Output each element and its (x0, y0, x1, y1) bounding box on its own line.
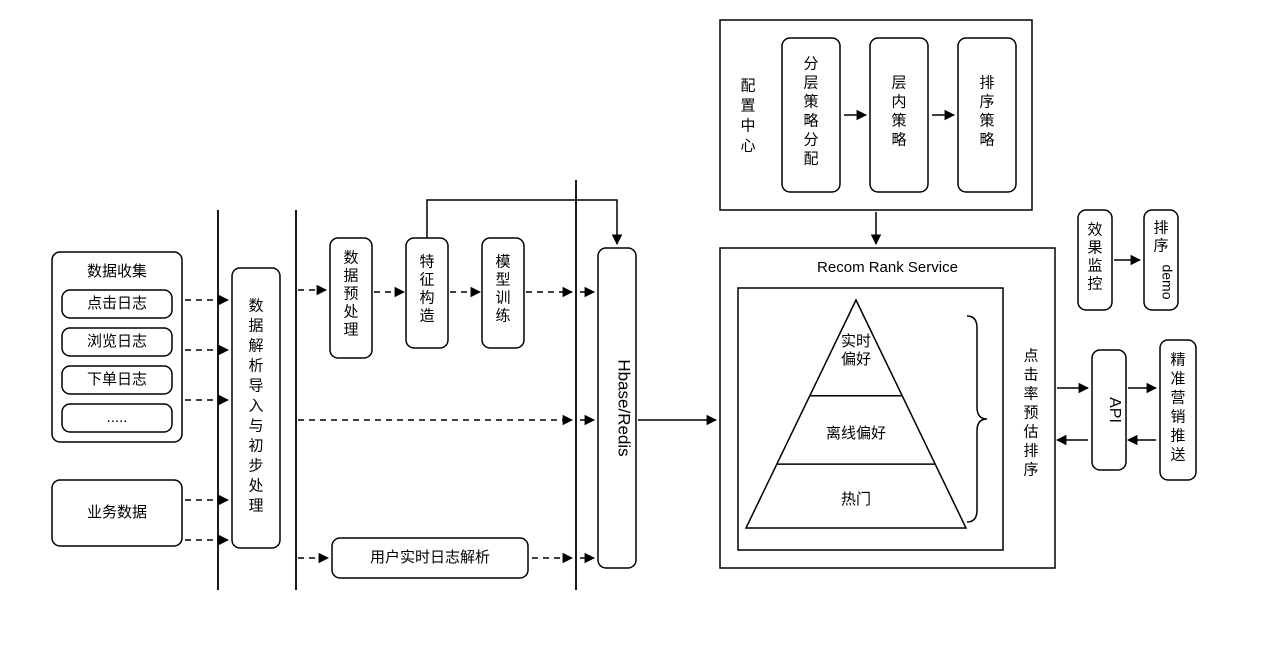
svg-text:征: 征 (419, 271, 434, 288)
svg-text:序: 序 (979, 93, 994, 110)
svg-text:效: 效 (1087, 221, 1102, 238)
svg-text:初: 初 (248, 437, 263, 454)
svg-text:demo: demo (1159, 264, 1175, 299)
svg-text:送: 送 (1170, 446, 1185, 463)
svg-text:内: 内 (891, 93, 906, 110)
svg-text:精: 精 (1170, 351, 1185, 368)
svg-text:预: 预 (1023, 404, 1038, 421)
svg-text:策: 策 (803, 93, 818, 110)
svg-text:率: 率 (1023, 385, 1038, 402)
svg-text:中: 中 (740, 117, 755, 134)
svg-text:练: 练 (495, 307, 510, 324)
svg-text:理: 理 (248, 497, 263, 514)
realtime-log-label: 用户实时日志解析 (370, 549, 490, 566)
preprocess-label: 数据预处理 (343, 249, 358, 338)
svg-text:处: 处 (248, 477, 263, 494)
data-collect-item-label: 浏览日志 (87, 333, 147, 350)
svg-text:略: 略 (803, 112, 818, 129)
svg-text:略: 略 (891, 131, 906, 148)
svg-text:准: 准 (1170, 370, 1185, 387)
model-train-label: 模型训练 (495, 253, 510, 324)
svg-text:配: 配 (740, 77, 755, 94)
svg-text:数: 数 (343, 249, 358, 266)
svg-text:造: 造 (419, 307, 434, 324)
pyramid-l0a: 实时 (841, 333, 871, 350)
business-data-label: 业务数据 (87, 504, 147, 521)
svg-text:据: 据 (248, 317, 263, 334)
svg-text:理: 理 (343, 321, 358, 338)
svg-text:层: 层 (891, 74, 906, 91)
rank-service-inner (738, 288, 1003, 550)
svg-text:控: 控 (1087, 275, 1102, 292)
data-collect-title: 数据收集 (87, 263, 147, 280)
svg-text:略: 略 (979, 131, 994, 148)
svg-text:序: 序 (1153, 237, 1168, 254)
svg-text:层: 层 (803, 74, 818, 91)
svg-text:心: 心 (740, 137, 755, 154)
rank-service-title: Recom Rank Service (817, 259, 958, 276)
svg-text:策: 策 (979, 112, 994, 129)
data-collect-item-label: ..... (107, 409, 128, 426)
data-collect-item-label: 下单日志 (87, 371, 147, 388)
svg-text:析: 析 (248, 357, 263, 374)
pyramid-l2: 热门 (841, 491, 871, 508)
svg-text:果: 果 (1087, 239, 1102, 256)
ctr-rank-label: 点击率预估排序 (1023, 347, 1038, 478)
pyramid-l1: 离线偏好 (826, 425, 886, 442)
svg-text:序: 序 (1023, 461, 1038, 478)
svg-text:分: 分 (803, 55, 818, 72)
svg-text:预: 预 (343, 285, 358, 302)
svg-text:入: 入 (248, 397, 263, 414)
svg-text:处: 处 (343, 303, 358, 320)
svg-text:步: 步 (248, 457, 263, 474)
monitor-label: 效果监控 (1087, 221, 1102, 292)
svg-text:监: 监 (1087, 257, 1102, 274)
svg-text:排: 排 (979, 74, 994, 91)
svg-text:置: 置 (740, 97, 755, 114)
data-collect-item-label: 点击日志 (87, 295, 147, 312)
parse-import-label: 数据解析导入与初步处理 (248, 297, 263, 514)
svg-text:特: 特 (419, 253, 434, 270)
api-label: API (1106, 397, 1123, 423)
svg-text:分: 分 (803, 131, 818, 148)
svg-text:构: 构 (419, 289, 434, 306)
svg-text:排: 排 (1153, 219, 1168, 236)
svg-text:模: 模 (495, 253, 510, 270)
svg-text:据: 据 (343, 267, 358, 284)
svg-text:与: 与 (248, 417, 263, 434)
svg-text:数: 数 (248, 297, 263, 314)
svg-text:解: 解 (248, 337, 263, 354)
svg-text:排: 排 (1023, 442, 1038, 459)
svg-text:推: 推 (1170, 427, 1185, 444)
svg-text:营: 营 (1170, 389, 1185, 406)
svg-text:销: 销 (1170, 408, 1185, 425)
svg-text:估: 估 (1023, 423, 1038, 440)
svg-text:训: 训 (495, 289, 510, 306)
hbase-redis-label: Hbase/Redis (615, 359, 634, 456)
svg-text:型: 型 (495, 271, 510, 288)
svg-text:策: 策 (891, 112, 906, 129)
pyramid-l0b: 偏好 (841, 351, 871, 368)
feature-label: 特征构造 (419, 253, 434, 324)
svg-text:点: 点 (1023, 347, 1038, 364)
arrow-feature-to-hbase-top (427, 200, 617, 244)
svg-text:配: 配 (803, 150, 818, 167)
svg-text:击: 击 (1023, 366, 1038, 383)
architecture-diagram: 数据收集点击日志浏览日志下单日志.....业务数据数据解析导入与初步处理数据预处… (0, 0, 1280, 661)
svg-text:导: 导 (248, 377, 263, 394)
